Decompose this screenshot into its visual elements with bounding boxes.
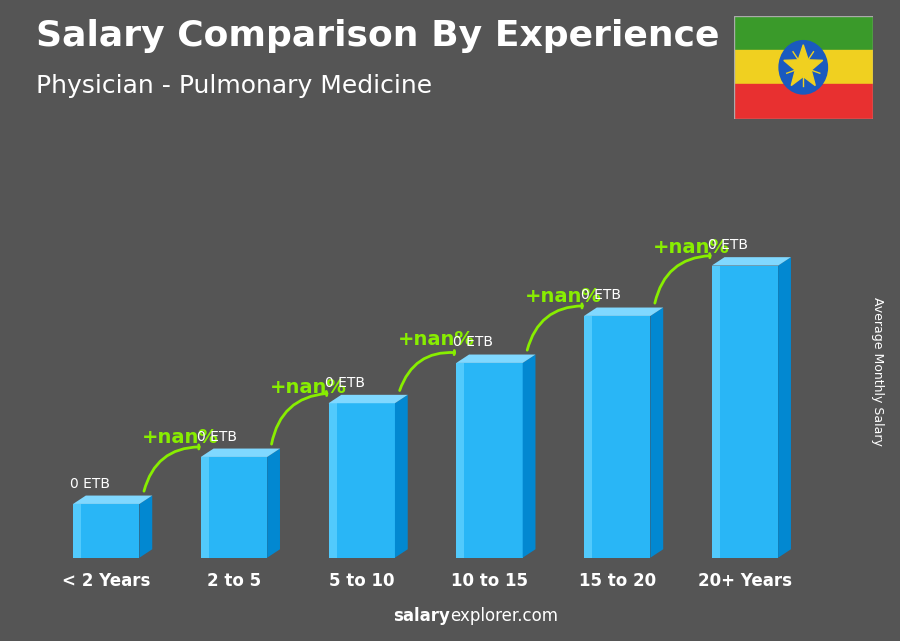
Bar bbox=[734, 16, 873, 50]
Polygon shape bbox=[328, 395, 408, 403]
Polygon shape bbox=[651, 308, 663, 558]
Text: 0 ETB: 0 ETB bbox=[197, 429, 238, 444]
Polygon shape bbox=[456, 363, 464, 558]
Text: Salary Comparison By Experience: Salary Comparison By Experience bbox=[36, 19, 719, 53]
Circle shape bbox=[779, 40, 827, 94]
Polygon shape bbox=[395, 395, 408, 558]
Polygon shape bbox=[328, 403, 337, 558]
Polygon shape bbox=[201, 457, 267, 558]
Text: 0 ETB: 0 ETB bbox=[453, 335, 493, 349]
Text: 0 ETB: 0 ETB bbox=[69, 476, 110, 490]
Polygon shape bbox=[778, 257, 791, 558]
Polygon shape bbox=[712, 257, 791, 265]
Polygon shape bbox=[140, 495, 152, 558]
Polygon shape bbox=[328, 403, 395, 558]
Polygon shape bbox=[784, 45, 823, 85]
Text: salary: salary bbox=[393, 607, 450, 625]
Bar bbox=[734, 85, 873, 119]
Text: 0 ETB: 0 ETB bbox=[325, 376, 365, 390]
Polygon shape bbox=[712, 265, 778, 558]
Text: +nan%: +nan% bbox=[398, 331, 474, 349]
Polygon shape bbox=[456, 354, 536, 363]
Polygon shape bbox=[267, 449, 280, 558]
Text: explorer.com: explorer.com bbox=[450, 607, 558, 625]
Polygon shape bbox=[73, 504, 140, 558]
Polygon shape bbox=[201, 449, 280, 457]
Text: +nan%: +nan% bbox=[652, 238, 730, 257]
Text: +nan%: +nan% bbox=[525, 287, 602, 306]
Polygon shape bbox=[584, 316, 651, 558]
Text: 0 ETB: 0 ETB bbox=[580, 288, 621, 303]
Polygon shape bbox=[523, 354, 536, 558]
Text: +nan%: +nan% bbox=[270, 378, 346, 397]
Bar bbox=[734, 50, 873, 85]
Polygon shape bbox=[73, 495, 152, 504]
Text: 0 ETB: 0 ETB bbox=[708, 238, 749, 252]
Text: Average Monthly Salary: Average Monthly Salary bbox=[871, 297, 884, 446]
Polygon shape bbox=[73, 504, 81, 558]
Polygon shape bbox=[584, 316, 592, 558]
Text: Physician - Pulmonary Medicine: Physician - Pulmonary Medicine bbox=[36, 74, 432, 97]
Polygon shape bbox=[456, 363, 523, 558]
Polygon shape bbox=[584, 308, 663, 316]
Polygon shape bbox=[712, 265, 720, 558]
Text: +nan%: +nan% bbox=[142, 428, 219, 447]
Polygon shape bbox=[201, 457, 209, 558]
